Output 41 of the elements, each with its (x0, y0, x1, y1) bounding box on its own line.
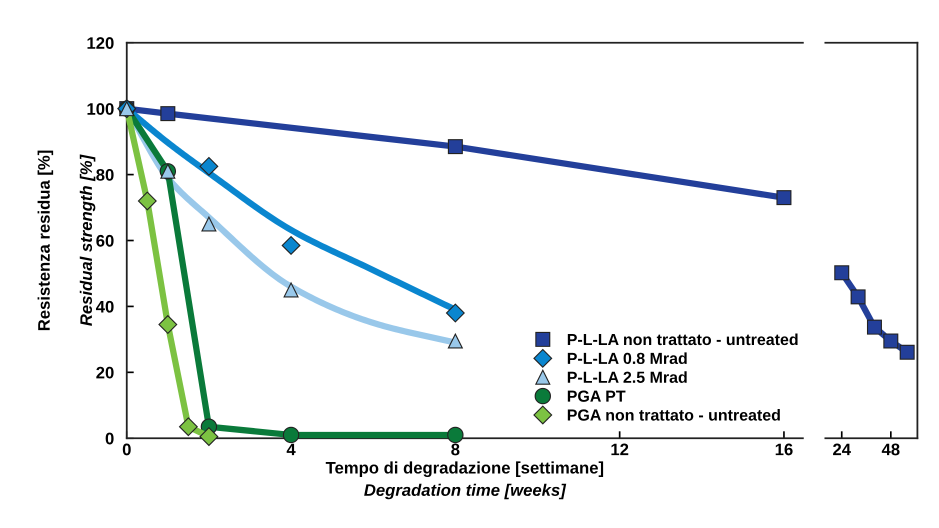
point (900, 344, 915, 360)
point (282, 236, 300, 255)
point (448, 139, 463, 154)
point (160, 106, 176, 122)
x-tick-label: 12 (611, 444, 628, 456)
point (284, 282, 299, 298)
legend-label: P-L-LA 2.5 Mrad (568, 371, 687, 383)
point (178, 417, 198, 436)
y-tick-label: 40 (96, 300, 114, 313)
point (200, 156, 218, 176)
legend-label: P-L-LA 0.8 Mrad (568, 352, 687, 364)
point (883, 334, 898, 349)
point (138, 192, 157, 210)
y-tick-label: 0 (106, 432, 114, 444)
point (201, 216, 216, 232)
y-tick-label: 80 (96, 168, 114, 181)
point (282, 426, 300, 444)
text: Tempo di degradazione [settimane] Degradation time [weeks] (326, 461, 604, 500)
legend-label: PGA non trattato - untreated (568, 408, 780, 421)
y-tick-label: 60 (96, 234, 114, 247)
x-tick-label: 4 (286, 444, 296, 456)
point (834, 265, 850, 280)
x-tick-label: 16 (776, 444, 793, 456)
point (776, 190, 792, 206)
y-tick-label: 120 (88, 37, 114, 49)
legend-label: P-L-LA non trattato - untreated (568, 333, 798, 346)
y-tick-label: 20 (96, 366, 114, 379)
point (447, 426, 464, 444)
point (158, 315, 178, 334)
point (448, 334, 463, 349)
point (446, 304, 465, 322)
x-tick-label: 0 (122, 444, 131, 456)
point (866, 320, 882, 335)
y-tick-label: 100 (88, 103, 114, 115)
text: Resistenza residua [%] Residual strength [%] (38, 150, 96, 330)
legend-label: PGA PT (568, 390, 626, 402)
x-tick-label: 8 (451, 444, 460, 456)
point (850, 289, 866, 304)
x-tick-label: 24 (833, 444, 851, 456)
point (200, 427, 218, 446)
x-tick-label: 48 (882, 444, 900, 456)
